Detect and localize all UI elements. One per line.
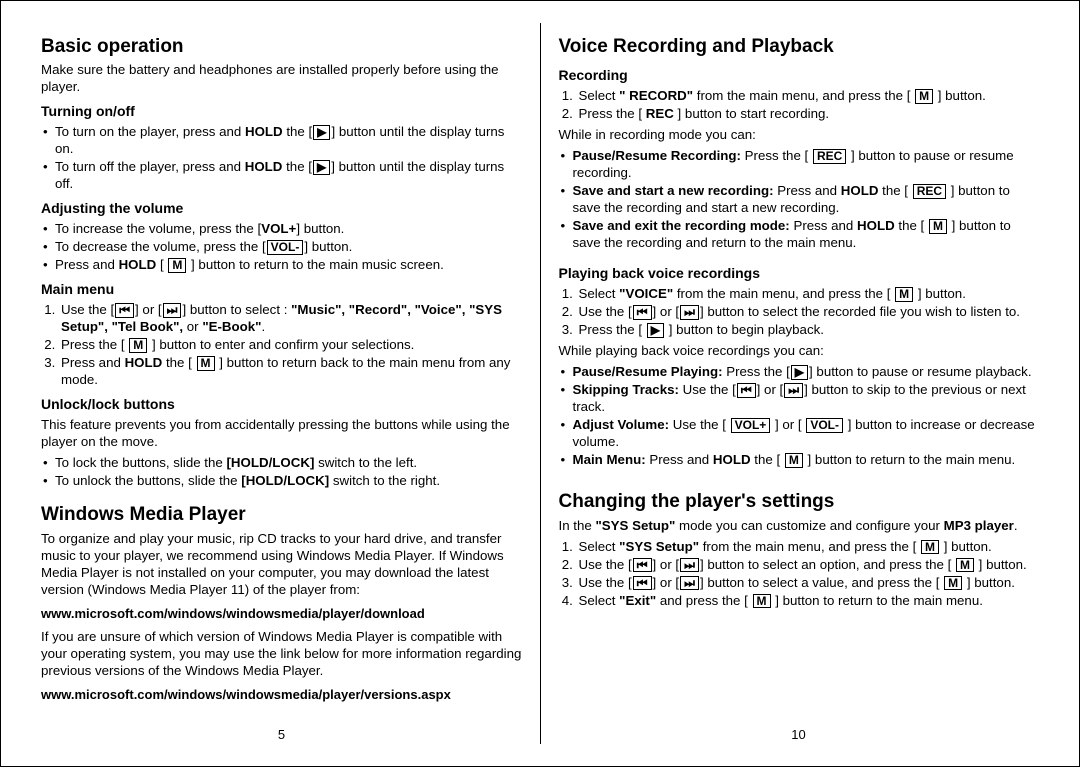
heading-volume: Adjusting the volume [41, 200, 522, 218]
lock-list: To lock the buttons, slide the [HOLD/LOC… [41, 454, 522, 489]
intro-text: Make sure the battery and headphones are… [41, 61, 522, 95]
prev-icon: ⏮ [633, 576, 652, 591]
heading-basic-operation: Basic operation [41, 35, 522, 59]
list-item: To decrease the volume, press the [VOL-]… [43, 238, 522, 255]
list-item: Save and start a new recording: Press an… [561, 182, 1040, 216]
heading-settings: Changing the player's settings [559, 490, 1040, 514]
list-item: To turn on the player, press and HOLD th… [43, 123, 522, 157]
next-icon: ⏭ [163, 303, 182, 318]
wmp-p1: To organize and play your music, rip CD … [41, 530, 522, 598]
list-item: Select "SYS Setup" from the main menu, a… [577, 538, 1040, 555]
lock-intro: This feature prevents you from accidenta… [41, 416, 522, 450]
prev-icon: ⏮ [115, 303, 134, 318]
content-area: Basic operation Make sure the battery an… [23, 23, 1057, 744]
list-item: Press and HOLD the [ M ] button to retur… [59, 354, 522, 388]
list-item: Use the [⏮] or [⏭] button to select the … [577, 303, 1040, 320]
next-icon: ⏭ [680, 558, 699, 573]
list-item: Main Menu: Press and HOLD the [ M ] butt… [561, 451, 1040, 468]
list-item: To lock the buttons, slide the [HOLD/LOC… [43, 454, 522, 471]
wmp-p2: If you are unsure of which version of Wi… [41, 628, 522, 679]
list-item: Adjust Volume: Use the [ VOL+ ] or [ VOL… [561, 416, 1040, 450]
playback-options: Pause/Resume Playing: Press the [▶] butt… [559, 363, 1040, 468]
list-item: Select "VOICE" from the main menu, and p… [577, 285, 1040, 302]
left-page: Basic operation Make sure the battery an… [23, 23, 540, 744]
right-page: Voice Recording and Playback Recording S… [541, 23, 1058, 744]
page-number-right: 10 [540, 727, 1057, 742]
heading-main-menu: Main menu [41, 281, 522, 299]
recording-options: Pause/Resume Recording: Press the [ REC … [559, 147, 1040, 251]
list-item: Use the [⏮] or [⏭] button to select a va… [577, 574, 1040, 591]
play-icon: ▶ [313, 125, 330, 140]
play-icon: ▶ [313, 160, 330, 175]
prev-icon: ⏮ [633, 305, 652, 320]
list-item: Use the [⏮] or [⏭] button to select an o… [577, 556, 1040, 573]
list-item: Press the [ M ] button to enter and conf… [59, 336, 522, 353]
heading-turning: Turning on/off [41, 103, 522, 121]
recording-note: While in recording mode you can: [559, 126, 1040, 143]
prev-icon: ⏮ [737, 383, 756, 398]
prev-icon: ⏮ [633, 558, 652, 573]
play-icon: ▶ [791, 365, 808, 380]
heading-wmp: Windows Media Player [41, 503, 522, 527]
next-icon: ⏭ [784, 383, 803, 398]
playback-note: While playing back voice recordings you … [559, 342, 1040, 359]
list-item: Pause/Resume Recording: Press the [ REC … [561, 147, 1040, 181]
volume-list: To increase the volume, press the [VOL+]… [41, 220, 522, 273]
list-item: Use the [⏮] or [⏭] button to select : "M… [59, 301, 522, 335]
list-item: Pause/Resume Playing: Press the [▶] butt… [561, 363, 1040, 380]
manual-spread: Basic operation Make sure the battery an… [0, 0, 1080, 767]
settings-intro: In the "SYS Setup" mode you can customiz… [559, 517, 1040, 534]
next-icon: ⏭ [680, 305, 699, 320]
playback-steps: Select "VOICE" from the main menu, and p… [559, 285, 1040, 338]
heading-recording: Recording [559, 67, 1040, 85]
wmp-url1: www.microsoft.com/windows/windowsmedia/p… [41, 606, 522, 623]
turning-list: To turn on the player, press and HOLD th… [41, 123, 522, 192]
list-item: Press the [ REC ] button to start record… [577, 105, 1040, 122]
page-number-left: 5 [23, 727, 540, 742]
heading-lock: Unlock/lock buttons [41, 396, 522, 414]
heading-voice: Voice Recording and Playback [559, 35, 1040, 59]
main-menu-list: Use the [⏮] or [⏭] button to select : "M… [41, 301, 522, 388]
settings-steps: Select "SYS Setup" from the main menu, a… [559, 538, 1040, 609]
list-item: To turn off the player, press and HOLD t… [43, 158, 522, 192]
list-item: Press the [ ▶ ] button to begin playback… [577, 321, 1040, 338]
play-icon: ▶ [647, 323, 664, 338]
list-item: Press and HOLD [ M ] button to return to… [43, 256, 522, 273]
list-item: Skipping Tracks: Use the [⏮] or [⏭] butt… [561, 381, 1040, 415]
recording-steps: Select " RECORD" from the main menu, and… [559, 87, 1040, 122]
wmp-url2: www.microsoft.com/windows/windowsmedia/p… [41, 687, 522, 704]
list-item: Save and exit the recording mode: Press … [561, 217, 1040, 251]
list-item: Select "Exit" and press the [ M ] button… [577, 592, 1040, 609]
next-icon: ⏭ [680, 576, 699, 591]
heading-playback: Playing back voice recordings [559, 265, 1040, 283]
list-item: To unlock the buttons, slide the [HOLD/L… [43, 472, 522, 489]
list-item: To increase the volume, press the [VOL+]… [43, 220, 522, 237]
list-item: Select " RECORD" from the main menu, and… [577, 87, 1040, 104]
